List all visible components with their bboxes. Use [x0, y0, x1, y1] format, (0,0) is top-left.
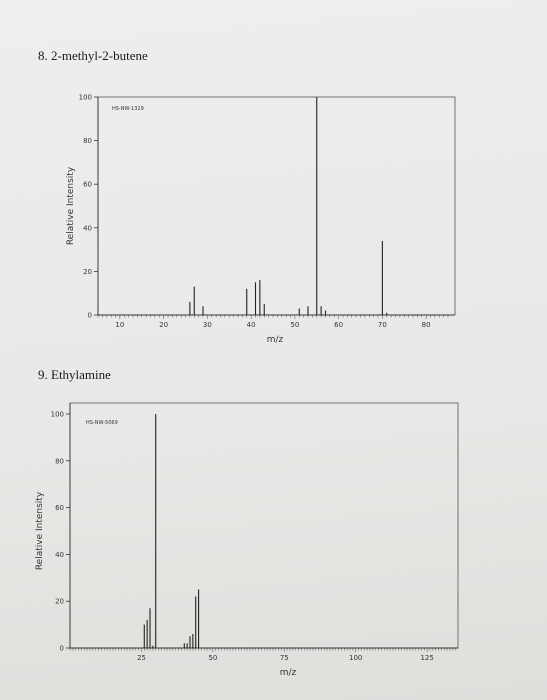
y-tick-label: 0 [60, 645, 64, 653]
x-tick-label: 10 [115, 321, 124, 329]
problem-9-name: Ethylamine [51, 367, 111, 382]
y-axis-title: Relative Intensity [66, 166, 76, 245]
y-tick-label: 40 [83, 224, 92, 232]
x-tick-label: 20 [159, 321, 168, 329]
x-axis-title: m/z [280, 668, 297, 678]
problem-8-number: 8. [38, 48, 48, 63]
y-tick-label: 40 [55, 551, 64, 559]
y-tick-label: 100 [51, 411, 64, 419]
y-axis-title: Relative Intensity [35, 491, 45, 570]
y-tick-label: 80 [55, 457, 64, 465]
y-tick-label: 60 [55, 504, 64, 512]
x-tick-label: 50 [208, 654, 217, 662]
x-tick-label: 25 [137, 654, 146, 662]
y-tick-label: 80 [83, 137, 92, 145]
x-tick-label: 30 [203, 321, 212, 329]
y-tick-label: 100 [79, 94, 92, 102]
y-tick-label: 0 [88, 312, 92, 320]
y-tick-label: 20 [55, 598, 64, 606]
problem-8-name: 2-methyl-2-butene [51, 48, 148, 63]
x-tick-label: 80 [422, 321, 431, 329]
x-tick-label: 50 [290, 321, 299, 329]
x-tick-label: 125 [420, 654, 433, 662]
plot-frame [69, 402, 459, 649]
spectrum-code: HS-NW-1329 [112, 106, 144, 112]
x-tick-label: 75 [280, 654, 289, 662]
x-tick-label: 100 [349, 654, 362, 662]
problem-9-number: 9. [38, 367, 48, 382]
x-tick-label: 60 [334, 321, 343, 329]
spectrum-code: HS-NW-5069 [86, 420, 118, 426]
y-tick-label: 60 [83, 181, 92, 189]
x-axis-title: m/z [267, 335, 284, 345]
y-tick-label: 20 [83, 268, 92, 276]
x-tick-label: 40 [247, 321, 256, 329]
problem-8-title: 8. 2-methyl-2-butene [38, 48, 148, 64]
problem-9-title: 9. Ethylamine [38, 367, 111, 383]
x-tick-label: 70 [378, 321, 387, 329]
